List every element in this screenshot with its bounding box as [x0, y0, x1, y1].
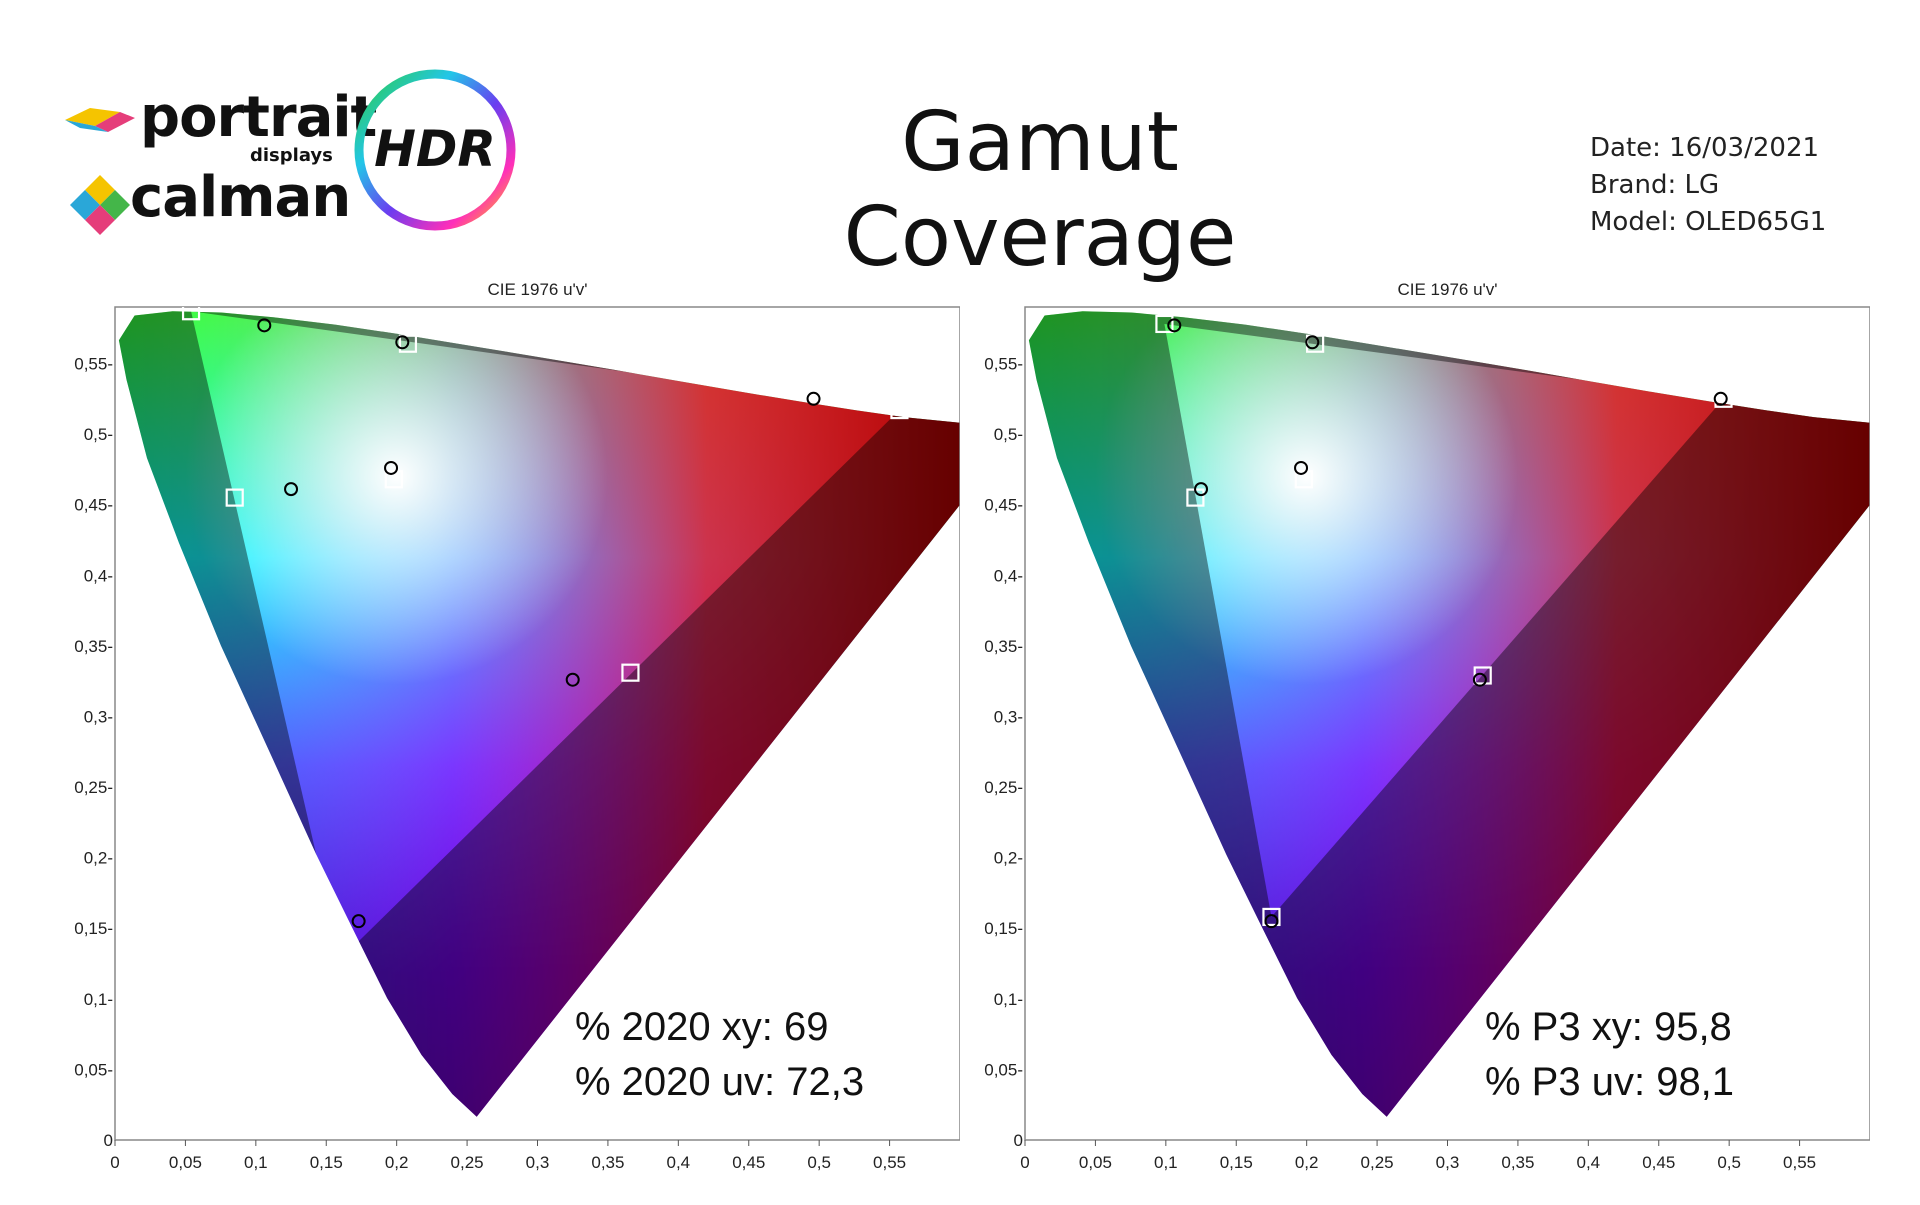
measured-point	[1472, 672, 1487, 687]
x-tick-label: 0,1	[1154, 1153, 1178, 1172]
y-tick-label: 0,15-	[984, 919, 1023, 938]
x-tick-label: 0,45	[1642, 1153, 1675, 1172]
chart-right: CIE 1976 u'v' 0 0,05 0,1 0,15 0,2 0,25 0,3 0,35 0…	[910, 270, 1871, 1200]
target-point	[331, 950, 350, 969]
x-tick-label: 0,3	[526, 1153, 550, 1172]
x-tick-label: 0,3	[1436, 1153, 1460, 1172]
out-of-gamut-shade	[118, 311, 960, 1117]
coverage-xy-label: % 2020 xy: 69	[575, 1005, 829, 1049]
target-point	[225, 488, 244, 507]
chart-title: CIE 1976 u'v'	[487, 280, 587, 299]
x-tick-label: 0,05	[169, 1153, 202, 1172]
target-point	[181, 307, 201, 321]
measured-point	[565, 672, 580, 687]
target-point	[1262, 907, 1281, 927]
measured-point	[284, 482, 299, 497]
target-point	[1155, 314, 1174, 334]
report-date: Date: 16/03/2021	[1590, 133, 1820, 163]
y-tick-label: 0,5-	[84, 425, 113, 444]
x-tick-label: 0	[1020, 1153, 1029, 1172]
measured-point	[1264, 914, 1279, 929]
y-tick-label: 0,45-	[984, 496, 1023, 515]
y-tick-label: 0,4-	[84, 566, 113, 585]
cie-chart-svg: CIE 1976 u'v' 0 0,05 0,1 0,15 0,2 0,25 0,3 0,35 0…	[984, 280, 1871, 1172]
y-tick-label: 0,05-	[74, 1060, 113, 1079]
hdr-badge-text: HDR	[374, 120, 496, 178]
brand-calman: calman	[130, 165, 351, 230]
target-point	[384, 470, 403, 489]
chart-title: CIE 1976 u'v'	[1397, 280, 1497, 299]
y-tick-label: 0,3-	[994, 707, 1023, 726]
brand-displays: displays	[250, 145, 333, 166]
cie-chart-svg: CIE 1976 u'v' 0 0,05 0,1 0,15 0,2 0,25 0,3 0,35 0…	[74, 280, 961, 1172]
x-tick-label: 0,2	[1295, 1153, 1319, 1172]
portrait-displays-logo-icon	[65, 108, 135, 132]
x-tick-label: 0,1	[244, 1153, 268, 1172]
logo-area: portrait displays calman HDR	[60, 60, 520, 240]
x-tick-label: 0	[110, 1153, 119, 1172]
chart-left: CIE 1976 u'v' 0 0,05 0,1 0,15 0,2 0,25 0,3 0,35 0…	[0, 270, 961, 1200]
measured-point	[351, 914, 366, 929]
measured-point	[1167, 318, 1182, 333]
target-point	[1294, 470, 1313, 489]
measured-point	[1713, 391, 1728, 406]
y-tick-label: 0,15-	[74, 919, 113, 938]
y-tick-label: 0,2-	[84, 849, 113, 868]
y-tick-label: 0,25-	[74, 778, 113, 797]
measured-point	[395, 335, 410, 350]
y-tick-label: 0,55-	[984, 354, 1023, 373]
x-tick-label: 0,05	[1079, 1153, 1112, 1172]
x-tick-label: 0,2	[385, 1153, 409, 1172]
y-tick-label: 0,35-	[984, 637, 1023, 656]
x-tick-label: 0,55	[1783, 1153, 1816, 1172]
y-tick-label: 0,55-	[74, 354, 113, 373]
y-tick-label: 0	[1014, 1131, 1023, 1150]
measured-point	[1194, 482, 1209, 497]
y-tick-label: 0,1-	[994, 990, 1023, 1009]
y-tick-label: 0,35-	[74, 637, 113, 656]
coverage-xy-label: % P3 xy: 95,8	[1485, 1005, 1732, 1049]
x-tick-label: 0,25	[1361, 1153, 1394, 1172]
y-tick-label: 0,4-	[994, 566, 1023, 585]
brand-portrait: portrait	[140, 85, 377, 150]
target-point	[890, 400, 909, 420]
out-of-gamut-shade	[1028, 311, 1870, 1117]
measured-point	[806, 391, 821, 406]
measured-point	[257, 318, 272, 333]
y-tick-label: 0,5-	[994, 425, 1023, 444]
x-tick-label: 0,4	[667, 1153, 691, 1172]
report-brand: Brand: LG	[1590, 170, 1720, 200]
y-tick-label: 0	[104, 1131, 113, 1150]
measured-point	[1294, 460, 1309, 475]
x-tick-label: 0,4	[1577, 1153, 1601, 1172]
measured-point	[384, 460, 399, 475]
x-tick-label: 0,35	[1501, 1153, 1534, 1172]
y-tick-label: 0,25-	[984, 778, 1023, 797]
x-tick-label: 0,25	[451, 1153, 484, 1172]
y-tick-label: 0,2-	[994, 849, 1023, 868]
calman-logo-icon	[70, 175, 130, 235]
x-tick-label: 0,55	[873, 1153, 906, 1172]
measured-point	[1305, 335, 1320, 350]
x-tick-label: 0,5	[807, 1153, 831, 1172]
x-tick-label: 0,15	[1220, 1153, 1253, 1172]
x-tick-label: 0,35	[591, 1153, 624, 1172]
coverage-uv-label: % P3 uv: 98,1	[1485, 1060, 1734, 1104]
x-tick-label: 0,15	[310, 1153, 343, 1172]
y-tick-label: 0,1-	[84, 990, 113, 1009]
target-point	[398, 334, 418, 353]
x-tick-label: 0,5	[1717, 1153, 1741, 1172]
coverage-uv-label: % 2020 uv: 72,3	[575, 1060, 864, 1104]
y-tick-label: 0,45-	[74, 496, 113, 515]
hdr-ring-icon	[354, 69, 516, 231]
page-title: Gamut Coverage	[843, 95, 1237, 285]
y-tick-label: 0,3-	[84, 707, 113, 726]
target-point	[621, 663, 640, 682]
y-tick-label: 0,05-	[984, 1060, 1023, 1079]
report-meta: Date: 16/03/2021 Brand: LG Model: OLED65…	[1590, 130, 1826, 241]
x-tick-label: 0,45	[732, 1153, 765, 1172]
report-model: Model: OLED65G1	[1590, 207, 1827, 237]
